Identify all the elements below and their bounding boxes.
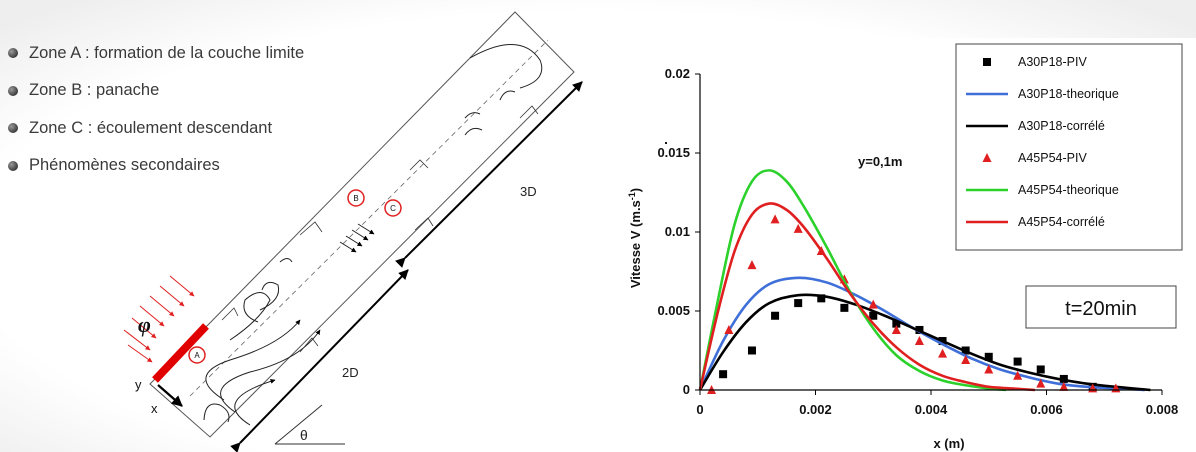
point-a45p54-piv xyxy=(938,348,948,358)
plot-area xyxy=(698,169,1151,394)
dimension-2d-label: 2D xyxy=(342,365,359,380)
series-line-a45p54-theorique xyxy=(698,169,1007,392)
point-a30p18-piv xyxy=(984,352,993,361)
point-a45p54-piv xyxy=(724,324,734,334)
channel-outline xyxy=(149,11,575,438)
zone-list-label: Phénomènes secondaires xyxy=(29,156,220,174)
zone-b-label: B xyxy=(353,194,358,203)
point-a45p54-piv xyxy=(868,299,878,309)
bullet-icon xyxy=(8,160,18,171)
zone-list-label: Zone C : écoulement descendant xyxy=(29,118,273,137)
legend-swatch-a45p54-piv xyxy=(982,153,992,162)
zone-b-marker xyxy=(347,189,365,207)
annotation-position: y=0,1m xyxy=(858,154,902,169)
x-axis-title: x (m) xyxy=(933,436,964,451)
point-a30p18-piv xyxy=(747,346,756,355)
zone-list-item: Zone A : formation de la couche limite xyxy=(8,40,428,66)
dimension-2d-arrow xyxy=(230,269,409,452)
zone-a-label: A xyxy=(194,351,200,360)
point-a45p54-piv xyxy=(984,364,994,374)
point-a30p18-piv xyxy=(1013,357,1022,366)
legend-label-a30p18-corr-l-: A30P18-corrélé xyxy=(1018,119,1105,133)
chart-legend: A30P18-PIV A30P18-theorique A30P18-corrélé… xyxy=(955,43,1183,251)
point-a30p18-piv xyxy=(840,303,849,312)
annotation-time: t=20min xyxy=(1065,298,1137,320)
zone-c-label: C xyxy=(390,204,396,213)
channel-schema: φ A B C 3D 2D θ x y xyxy=(123,11,583,452)
chart-axes: 0 0.002 0.004 0.006 0.008 0 0.005 0.01 0.015 0.02 xyxy=(657,66,1178,417)
point-a30p18-piv xyxy=(771,311,780,320)
y-tick-label: 0.01 xyxy=(665,224,690,239)
point-a45p54-piv xyxy=(747,260,757,270)
bullet-icon xyxy=(8,85,18,96)
point-a45p54-piv xyxy=(891,324,901,334)
legend-label-a45p54-piv: A45P54-PIV xyxy=(1018,151,1087,165)
zone-list-item: Phénomènes secondaires xyxy=(8,153,428,179)
heat-flux-symbol: φ xyxy=(138,312,151,337)
heat-flux-arrows xyxy=(123,275,195,363)
point-a45p54-piv xyxy=(1036,378,1046,388)
y-axis-title-end: ) xyxy=(628,188,643,192)
ylabel-dot-mark xyxy=(665,142,667,144)
point-a45p54-piv xyxy=(961,354,971,364)
series-line-a30p18-corr-l- xyxy=(698,293,1151,392)
y-axis-title: Vitesse V (m.s-1) xyxy=(627,188,643,288)
velocity-chart: 0 0.002 0.004 0.006 0.008 0 0.005 0.01 0.015 0.02… xyxy=(604,38,1196,452)
series-line-a45p54-corr-l- xyxy=(698,202,1036,392)
point-a45p54-piv xyxy=(914,336,924,346)
point-a30p18-piv xyxy=(1036,365,1045,374)
channel-midline xyxy=(189,39,549,397)
point-a30p18-piv xyxy=(869,311,878,320)
point-a45p54-piv xyxy=(793,223,803,233)
y-axis-title-main: Vitesse V (m.s xyxy=(628,200,643,288)
x-axis-label: x xyxy=(151,401,158,416)
legend-swatch-a30p18-piv xyxy=(983,58,991,66)
y-tick-label: 0.015 xyxy=(657,145,690,160)
x-tick-label: 0.006 xyxy=(1030,402,1063,417)
flow-streamlines xyxy=(203,44,543,426)
zone-list-item: Zone B : panache xyxy=(8,78,428,104)
bullet-icon xyxy=(8,123,18,133)
point-a45p54-piv xyxy=(1059,381,1069,391)
x-tick-label: 0.004 xyxy=(915,402,948,417)
y-axis-label: y xyxy=(135,377,142,392)
y-tick-label: 0.005 xyxy=(657,303,690,318)
bullet-icon xyxy=(8,48,18,58)
point-a30p18-piv xyxy=(817,294,826,303)
legend-label-a45p54-corr-l-: A45P54-corrélé xyxy=(1018,215,1105,229)
point-a30p18-piv xyxy=(794,299,803,308)
zone-a-marker xyxy=(188,346,206,364)
x-tick-label: 0.008 xyxy=(1146,402,1179,417)
legend-label-a30p18-piv: A30P18-PIV xyxy=(1018,55,1087,69)
legend-label-a30p18-theorique: A30P18-theorique xyxy=(1018,87,1119,101)
dimension-3d-label: 3D xyxy=(520,184,537,199)
x-axis-arrow xyxy=(157,384,183,407)
y-tick-label: 0 xyxy=(683,382,690,397)
point-a45p54-piv xyxy=(1013,370,1023,380)
heated-wall xyxy=(152,323,209,383)
legend-label-a45p54-theorique: A45P54-theorique xyxy=(1018,183,1119,197)
zone-list-label: Zone A : formation de la couche limite xyxy=(29,43,305,62)
annotation-time-box xyxy=(1025,285,1177,329)
angle-label: θ xyxy=(300,427,308,443)
dimension-3d-arrow xyxy=(395,81,583,268)
x-tick-label: 0 xyxy=(696,402,703,417)
x-tick-label: 0.002 xyxy=(799,402,832,417)
point-a45p54-piv xyxy=(770,214,780,224)
legend-box xyxy=(955,43,1183,251)
y-axis-title-sup: -1 xyxy=(627,192,637,200)
velocity-profiles xyxy=(221,105,539,353)
zone-list-label: Zone B : panache xyxy=(29,81,160,99)
point-a30p18-piv xyxy=(892,319,901,328)
point-a30p18-piv xyxy=(719,370,728,379)
angle-leg xyxy=(274,404,323,445)
zone-list: Zone A : formation de la couche limite Z… xyxy=(8,40,428,190)
zone-list-item: Zone C : écoulement descendant xyxy=(8,115,428,141)
y-tick-label: 0.02 xyxy=(665,66,690,81)
